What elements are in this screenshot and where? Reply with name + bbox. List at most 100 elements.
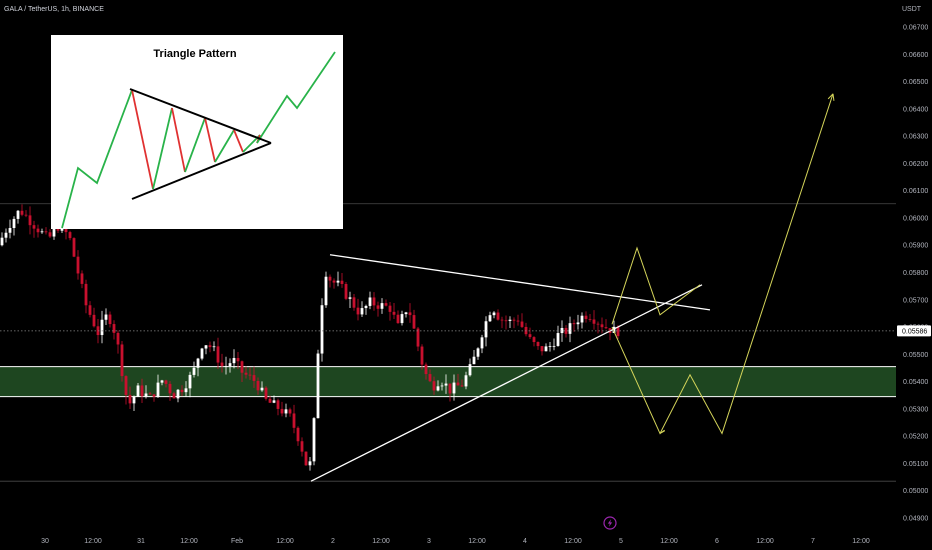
candle-body-18	[72, 238, 76, 257]
candle-body-33	[132, 396, 136, 404]
time-tick-13: 12:00	[660, 538, 678, 545]
candle-body-116	[464, 375, 468, 387]
candle-body-102	[408, 312, 412, 316]
price-tick-17: 0.05000	[903, 488, 928, 495]
candle-body-41	[164, 380, 168, 384]
candle-body-95	[380, 303, 384, 309]
candle-body-2	[8, 227, 12, 233]
time-tick-10: 4	[523, 538, 527, 545]
inset-breakout-rise	[256, 51, 336, 144]
last-price-tag: 0.05586	[897, 325, 931, 337]
candle-body-154	[616, 326, 620, 337]
lightning-icon-bolt	[607, 519, 613, 527]
candle-body-80	[320, 305, 324, 354]
price-tick-15: 0.05200	[903, 434, 928, 441]
time-tick-3: 12:00	[180, 538, 198, 545]
candle-body-143	[572, 323, 576, 325]
candle-body-123	[492, 312, 496, 316]
candle-body-112	[448, 383, 452, 394]
candle-body-4	[16, 210, 20, 219]
inset-swing-down-3	[204, 117, 216, 163]
time-axis[interactable]: 30 12:00 31 12:00 Feb 12:00 2 12:00 3 12:00 4 12:00…	[41, 538, 870, 545]
price-tick-2: 0.06500	[903, 79, 928, 86]
candle-body-71	[284, 409, 288, 414]
candle-body-53	[212, 346, 216, 348]
candle-body-45	[180, 389, 184, 393]
candle-body-153	[612, 326, 616, 333]
arrowhead-stroke-1	[827, 93, 834, 100]
time-tick-17: 12:00	[852, 538, 870, 545]
price-tick-1: 0.06600	[903, 52, 928, 59]
candle-body-23	[92, 314, 96, 327]
candle-body-137	[548, 346, 552, 347]
candle-body-122	[488, 315, 492, 322]
time-tick-8: 3	[427, 538, 431, 545]
candle-body-106	[424, 364, 428, 375]
price-tick-9: 0.05800	[903, 270, 928, 277]
candle-body-81	[324, 276, 328, 306]
inset-swing-down-1	[131, 89, 154, 190]
price-tick-14: 0.05300	[903, 406, 928, 413]
candle-body-86	[344, 284, 348, 299]
candle-body-9	[36, 228, 40, 233]
candle-body-14	[56, 228, 60, 231]
candle-body-149	[596, 323, 600, 325]
projection-arrowhead	[659, 93, 835, 434]
candle-body-72	[288, 409, 292, 414]
time-tick-0: 30	[41, 538, 49, 545]
candle-body-46	[184, 388, 188, 393]
candle-body-52	[208, 345, 212, 348]
candle-body-114	[456, 382, 460, 386]
candle-body-39	[156, 382, 160, 397]
lightning-icon-ring	[603, 516, 617, 530]
price-tick-0: 0.06700	[903, 25, 928, 32]
triangle-lower-trendline[interactable]	[310, 284, 703, 482]
inset-prepattern-rise	[61, 89, 133, 229]
projection-retest-path[interactable]	[611, 93, 834, 435]
candle-body-8	[32, 225, 36, 229]
projection-breakout-up-path[interactable]	[611, 246, 701, 325]
candle-body-151	[604, 327, 608, 329]
candle-body-97	[388, 305, 392, 312]
candle-body-96	[384, 303, 388, 306]
candle-body-140	[560, 327, 564, 334]
candle-body-129	[516, 320, 520, 322]
candle-body-54	[216, 346, 220, 363]
candle-body-55	[220, 362, 224, 367]
candle-body-57	[228, 363, 232, 366]
time-tick-4: Feb	[231, 538, 243, 545]
candle-body-127	[508, 319, 512, 321]
candle-body-30	[120, 344, 124, 377]
time-tick-1: 12:00	[84, 538, 102, 545]
candle-body-7	[28, 215, 32, 226]
candle-body-75	[300, 441, 304, 452]
candle-body-98	[392, 311, 396, 315]
candle-body-88	[352, 297, 356, 308]
candle-body-70	[280, 408, 284, 414]
price-tick-3: 0.06400	[903, 106, 928, 113]
price-tick-12: 0.05500	[903, 352, 928, 359]
candle-body-60	[240, 361, 244, 373]
lightning-icon[interactable]	[603, 516, 617, 530]
candle-body-91	[364, 305, 368, 309]
candle-body-130	[520, 321, 524, 327]
triangle-upper-trendline[interactable]	[329, 254, 711, 311]
candle-body-144	[576, 322, 580, 325]
candle-body-82	[328, 276, 332, 281]
time-tick-14: 6	[715, 538, 719, 545]
candle-body-79	[316, 353, 320, 419]
candle-body-110	[440, 385, 444, 387]
candle-body-29	[116, 332, 120, 345]
candle-body-10	[40, 231, 44, 233]
candle-body-65	[260, 387, 264, 391]
candle-body-136	[544, 346, 548, 352]
candle-body-125	[500, 319, 504, 321]
candle-body-43	[172, 393, 176, 399]
time-tick-2: 31	[137, 538, 145, 545]
candle-body-67	[268, 398, 272, 403]
candle-body-68	[272, 400, 276, 403]
candle-body-105	[420, 346, 424, 365]
inset-swing-down-4	[233, 129, 244, 153]
candle-body-147	[588, 318, 592, 320]
candle-body-0	[0, 237, 4, 246]
